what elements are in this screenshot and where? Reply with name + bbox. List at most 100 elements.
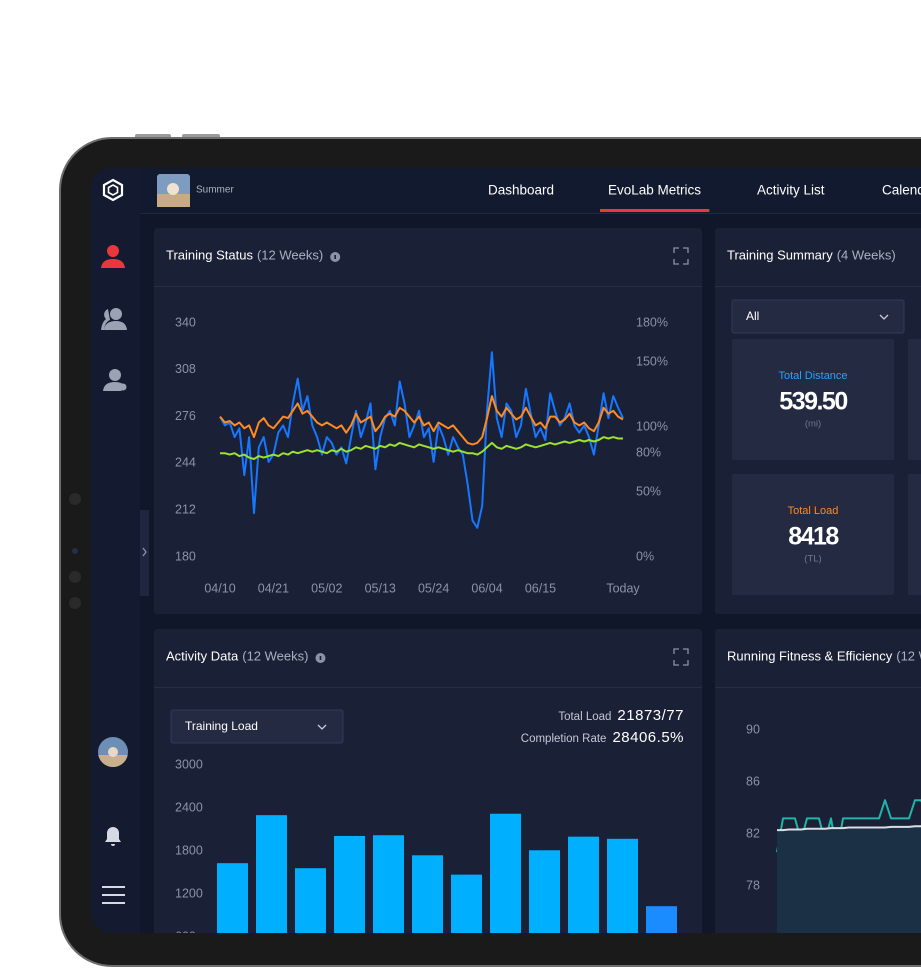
bar — [373, 835, 404, 933]
bar — [451, 874, 482, 933]
line — [220, 436, 623, 460]
bar — [412, 855, 443, 933]
y-tick-label: 78 — [746, 878, 760, 892]
bar — [256, 815, 287, 933]
stat-unit: (TL) — [804, 554, 821, 565]
stat-value: 8418 — [788, 523, 839, 551]
bar — [490, 813, 521, 933]
y-tick-label: 82 — [746, 826, 760, 840]
y-tick-label: 308 — [175, 362, 196, 376]
y-tick-label: 340 — [175, 315, 196, 329]
bar — [529, 850, 560, 933]
sidebar-avatar[interactable] — [98, 737, 128, 767]
panel-title: Running Fitness & Efficiency — [727, 648, 893, 663]
x-tick-label: 05/13 — [365, 581, 396, 595]
line — [219, 395, 624, 446]
nav-tab[interactable]: Dashboard — [488, 183, 554, 198]
stat-card — [732, 339, 894, 460]
user-name: Summer — [196, 185, 234, 196]
stat-label: Total Distance — [778, 370, 847, 382]
stat-unit: (mi) — [805, 419, 821, 430]
panel-title: Training Summary — [727, 247, 833, 262]
x-tick-label: 05/24 — [418, 581, 449, 595]
panel-subtitle: (12 Weeks) — [896, 648, 921, 663]
bar — [334, 835, 365, 933]
menu-icon[interactable] — [102, 886, 125, 904]
y2-tick-label: 80% — [636, 445, 661, 459]
y-tick-label: 212 — [175, 502, 196, 516]
bar — [568, 836, 599, 933]
logo[interactable] — [102, 178, 124, 202]
bar — [217, 863, 248, 933]
user-avatar[interactable] — [157, 174, 190, 207]
bar — [607, 838, 638, 933]
logo-inner — [107, 184, 119, 196]
y2-tick-label: 150% — [636, 354, 668, 368]
y2-tick-label: 0% — [636, 549, 654, 563]
chevron — [317, 724, 327, 730]
line — [776, 799, 921, 854]
x-tick-label: 04/21 — [258, 581, 289, 595]
team-icon[interactable] — [101, 308, 127, 330]
filter-value: Training Load — [185, 719, 258, 733]
stat-card — [732, 474, 894, 595]
y2-tick-label: 50% — [636, 484, 661, 498]
y-tick-label: 86 — [746, 774, 760, 788]
chart-layer — [777, 826, 921, 933]
profile-icon[interactable] — [101, 245, 125, 268]
info-icon-mark — [319, 656, 322, 660]
panel-dividers — [154, 286, 921, 688]
expand-icon[interactable] — [673, 247, 689, 265]
y-tick-label: 90 — [746, 722, 760, 736]
y-tick-label: 1200 — [175, 886, 203, 900]
nav-tab[interactable]: Activity List — [757, 183, 825, 198]
filter-dropdown[interactable] — [170, 709, 344, 744]
y-tick-label: 3000 — [175, 757, 203, 771]
active-tab-indicator — [600, 209, 710, 212]
panel-title: Activity Data — [166, 648, 239, 663]
sidebar — [90, 168, 140, 933]
notifications-icon[interactable] — [105, 827, 121, 846]
filter-value: All — [746, 309, 759, 323]
chevron — [879, 314, 889, 320]
stat-value: 21873/77 — [617, 707, 684, 724]
stat-label: Total Load — [558, 711, 611, 723]
expand-icon[interactable] — [673, 648, 689, 666]
x-tick-label: 04/10 — [204, 581, 235, 595]
area — [777, 826, 921, 933]
stat-card — [908, 474, 921, 595]
x-tick-label: Today — [606, 581, 640, 595]
line — [777, 825, 921, 832]
stat-label: Total Load — [788, 505, 839, 517]
filter-dropdown[interactable] — [731, 299, 905, 334]
bar — [646, 906, 677, 933]
y2-tick-label: 180% — [636, 315, 668, 329]
panel-subtitle: (12 Weeks) — [257, 247, 323, 262]
y-tick-label: 600 — [175, 929, 196, 943]
x-tick-label: 05/02 — [311, 581, 342, 595]
panel-subtitle: (12 Weeks) — [242, 648, 308, 663]
chevron — [142, 547, 147, 557]
panel-title: Training Status — [166, 247, 253, 262]
y-tick-label: 1800 — [175, 843, 203, 857]
y-tick-label: 276 — [175, 409, 196, 423]
stat-label: Completion Rate — [521, 733, 607, 745]
nav-tab[interactable]: EvoLab Metrics — [608, 183, 701, 198]
nav-tab[interactable]: Calendar — [882, 183, 921, 198]
stat-value: 28406.5% — [612, 729, 684, 746]
panel — [154, 629, 702, 933]
y-tick-label: 244 — [175, 456, 196, 470]
info-icon-mark — [334, 255, 336, 259]
x-tick-label: 06/04 — [471, 581, 502, 595]
x-tick-label: 06/15 — [525, 581, 556, 595]
camera-dots — [69, 493, 81, 609]
bar — [295, 868, 326, 933]
panel — [154, 228, 702, 614]
screen: Summer All Training Load Dashboard EvoLab… — [90, 168, 921, 943]
stat-card — [908, 339, 921, 460]
line — [219, 351, 624, 529]
y-tick-label: 180 — [175, 549, 196, 563]
y2-tick-label: 100% — [636, 419, 668, 433]
team-settings-icon[interactable] — [103, 369, 127, 391]
